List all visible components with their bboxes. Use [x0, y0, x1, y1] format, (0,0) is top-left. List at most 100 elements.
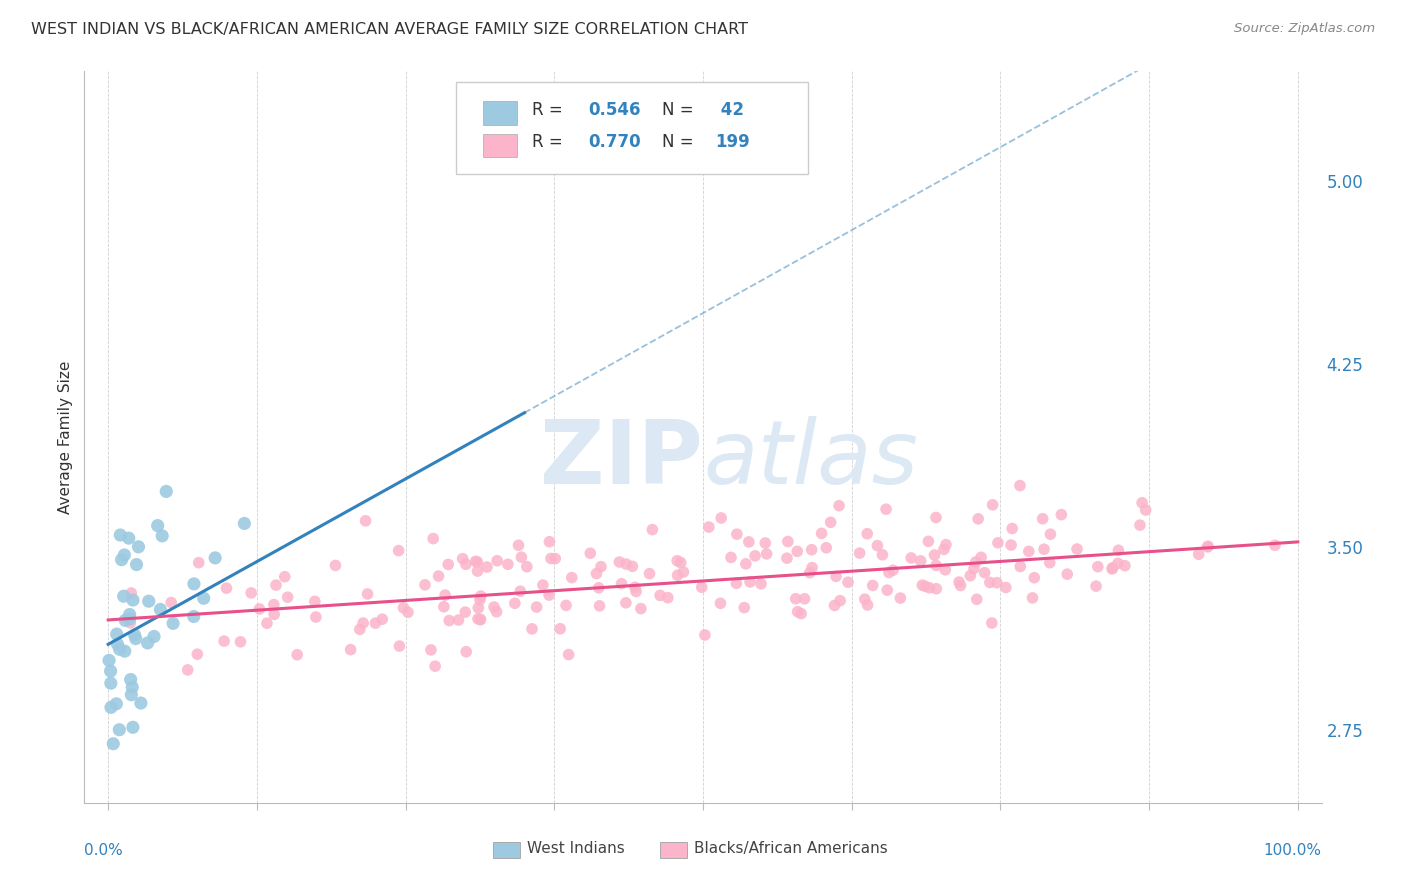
Point [467, 564, 489, 578]
Point [186, 647, 208, 661]
Point [917, 534, 939, 549]
Point [427, 569, 450, 583]
Point [1032, 512, 1054, 526]
Point [555, 599, 578, 613]
Point [419, 643, 441, 657]
Point [1050, 508, 1073, 522]
Point [187, 556, 209, 570]
Point [935, 538, 957, 552]
Point [100, 664, 122, 678]
Point [862, 578, 884, 592]
Text: ZIP: ZIP [540, 416, 703, 502]
Point [1107, 543, 1129, 558]
Point [1188, 547, 1211, 561]
Point [447, 613, 470, 627]
Point [212, 634, 235, 648]
Point [925, 558, 948, 573]
Point [776, 534, 799, 549]
Point [349, 623, 371, 637]
Point [1039, 527, 1062, 541]
Point [540, 551, 562, 566]
Point [354, 514, 377, 528]
Point [183, 577, 205, 591]
Point [973, 566, 995, 580]
Point [1066, 541, 1088, 556]
Point [785, 591, 807, 606]
Point [233, 516, 256, 531]
Point [967, 512, 990, 526]
Point [128, 540, 150, 554]
Point [738, 535, 761, 549]
Point [285, 648, 308, 662]
Text: R =: R = [533, 101, 568, 120]
Point [118, 531, 141, 545]
Point [911, 578, 934, 592]
Text: Blacks/African Americans: Blacks/African Americans [695, 840, 889, 855]
Point [118, 607, 141, 622]
Point [1129, 518, 1152, 533]
Point [588, 599, 610, 613]
Point [413, 578, 436, 592]
Point [959, 568, 981, 582]
Point [155, 484, 177, 499]
Point [467, 612, 489, 626]
Point [914, 579, 936, 593]
Point [963, 561, 986, 575]
Point [830, 593, 852, 607]
Point [853, 592, 876, 607]
Point [339, 642, 361, 657]
Point [799, 566, 821, 580]
Point [755, 547, 778, 561]
Point [934, 563, 956, 577]
Point [1000, 538, 1022, 552]
Point [786, 605, 808, 619]
Point [856, 526, 879, 541]
Point [264, 578, 287, 592]
Point [986, 575, 1008, 590]
Point [624, 580, 647, 594]
Point [146, 518, 169, 533]
Point [544, 551, 567, 566]
Point [121, 680, 143, 694]
Point [948, 575, 970, 590]
Point [437, 558, 460, 572]
Point [657, 591, 679, 605]
Point [277, 591, 299, 605]
Point [932, 542, 955, 557]
Point [734, 557, 756, 571]
Point [110, 552, 132, 566]
Point [1130, 496, 1153, 510]
Point [371, 612, 394, 626]
Point [162, 616, 184, 631]
Point [793, 591, 815, 606]
Point [749, 576, 772, 591]
Point [966, 592, 988, 607]
Point [925, 582, 948, 596]
Point [112, 589, 135, 603]
Point [352, 615, 374, 630]
Point [994, 581, 1017, 595]
Point [709, 596, 731, 610]
Point [872, 548, 894, 562]
Point [1056, 567, 1078, 582]
Text: 0.770: 0.770 [588, 133, 641, 152]
Point [103, 737, 125, 751]
Point [538, 588, 561, 602]
Text: N =: N = [662, 101, 699, 120]
Point [305, 610, 328, 624]
Point [107, 637, 129, 651]
Point [1021, 591, 1043, 605]
Point [1085, 579, 1108, 593]
Point [648, 588, 671, 602]
Point [725, 527, 748, 541]
Point [143, 630, 166, 644]
Point [848, 546, 870, 560]
Point [669, 556, 692, 570]
Point [423, 659, 446, 673]
Point [470, 589, 492, 603]
Point [720, 550, 742, 565]
Point [585, 566, 607, 581]
Point [672, 565, 695, 579]
Point [122, 593, 145, 607]
Point [614, 557, 637, 571]
